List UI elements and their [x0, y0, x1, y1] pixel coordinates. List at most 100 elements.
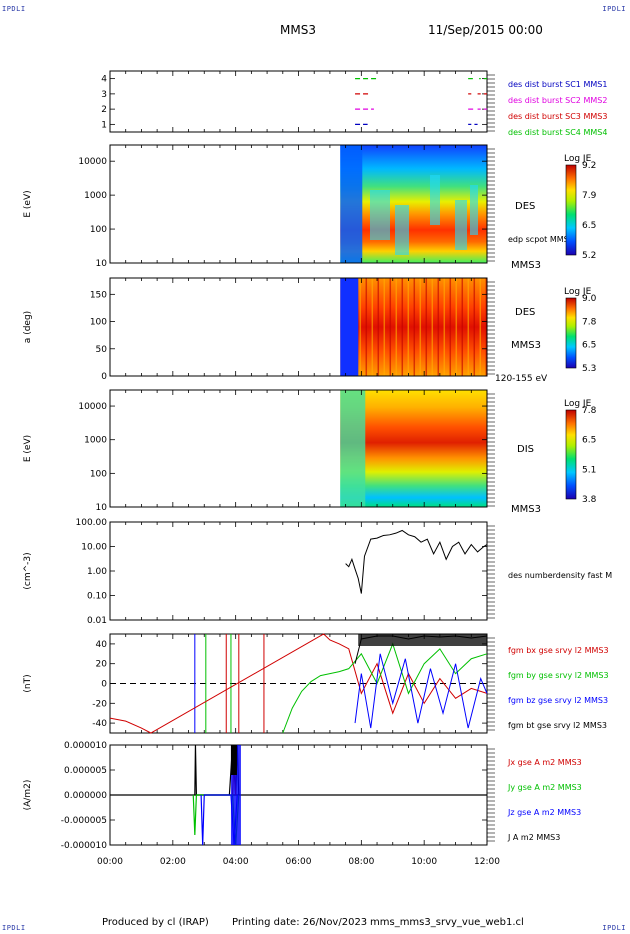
colorbar-tick-label: 9.0	[582, 294, 597, 304]
side-label-bottom: MMS3	[511, 340, 541, 351]
y-tick-label: -0.000010	[61, 841, 107, 851]
y-tick-label: 50	[96, 345, 108, 355]
y-axis-label: (cm^-3)	[23, 552, 33, 589]
y-tick-label: 0.10	[87, 592, 107, 602]
y-tick-label: 10	[96, 259, 108, 269]
x-tick-label: 12:00	[474, 857, 500, 867]
pa-spectrogram-edge	[340, 278, 359, 376]
y-tick-label: 0	[101, 680, 107, 690]
colorbar-tick-label: 7.8	[582, 406, 597, 416]
des-spectrogram-band	[395, 205, 409, 255]
y-tick-label: 100.00	[76, 518, 108, 528]
side-label: DIS	[517, 444, 534, 455]
y-tick-label: 40	[96, 640, 108, 650]
field-line	[282, 642, 488, 734]
y-tick-label: 10.00	[81, 543, 107, 553]
y-tick-label: 1000	[84, 191, 107, 201]
colorbar-tick-label: 6.5	[582, 221, 596, 231]
field-line	[109, 633, 488, 734]
current-burst-block	[230, 745, 241, 845]
legend-entry: fgm by gse srvy l2 MMS3	[508, 671, 609, 680]
dis-spectrogram-edge	[340, 390, 366, 507]
panel-5-frame	[109, 521, 488, 621]
y-tick-label: 4	[101, 75, 107, 85]
colorbar-title: Log JE	[564, 154, 592, 164]
brand-mark-top-right: IPDLI	[602, 5, 626, 13]
y-tick-label: 1	[101, 120, 107, 130]
legend-entry: des dist burst SC1 MMS1	[508, 80, 607, 89]
y-axis-label: E (eV)	[23, 435, 33, 462]
legend-entry: fgm bx gse srvy l2 MMS3	[508, 646, 609, 655]
legend-entry: Jz gse A m2 MMS3	[507, 808, 581, 817]
colorbar-tick-label: 3.8	[582, 495, 597, 505]
des-spectrogram-band	[455, 200, 467, 250]
y-tick-label: 3	[101, 90, 107, 100]
field-dense-block	[358, 634, 487, 646]
colorbar-tick-label: 6.5	[582, 341, 596, 351]
plot-date: 11/Sep/2015 00:00	[428, 23, 543, 37]
y-tick-label: 0.000000	[64, 791, 107, 801]
des-spectrogram-band	[370, 190, 390, 240]
x-tick-label: 06:00	[286, 857, 312, 867]
y-tick-label: 150	[90, 290, 107, 300]
legend-entry: des numberdensity fast M	[508, 571, 612, 580]
colorbar-tick-label: 7.8	[582, 317, 597, 327]
colorbar-title: Log JE	[564, 399, 592, 409]
colorbar-3	[565, 297, 577, 369]
y-tick-label: -20	[92, 699, 107, 709]
colorbar-tick-label: 6.5	[582, 436, 596, 446]
x-tick-label: 04:00	[223, 857, 249, 867]
y-tick-label: 0.01	[87, 616, 107, 626]
y-tick-label: 100	[90, 469, 107, 479]
field-line	[354, 653, 488, 729]
spacecraft-title: MMS3	[280, 23, 316, 37]
legend-entry: des dist burst SC2 MMS2	[508, 96, 607, 105]
side-label: DES	[515, 307, 535, 318]
footer-printing-date: Printing date: 26/Nov/2023	[232, 917, 368, 928]
brand-mark-top-left: IPDLI	[2, 5, 26, 13]
side-label-bottom: MMS3	[511, 260, 541, 271]
footer-produced-by: Produced by cl (IRAP)	[102, 917, 209, 928]
y-tick-label: 0.000005	[64, 766, 107, 776]
y-tick-label: -40	[92, 719, 107, 729]
colorbar-title: Log JE	[564, 287, 592, 297]
y-axis-label: a (deg)	[23, 311, 33, 343]
current-burst-block	[230, 745, 237, 775]
brand-mark-bottom-left: IPDLI	[2, 924, 26, 932]
legend-entry: Jy gse A m2 MMS3	[507, 783, 582, 792]
y-tick-label: 1000	[84, 436, 107, 446]
y-tick-label: 2	[101, 105, 107, 115]
y-axis-label: E (eV)	[23, 190, 33, 217]
x-tick-label: 00:00	[97, 857, 123, 867]
side-label-extra: edp scpot MMS3	[508, 235, 574, 244]
side-label: DES	[515, 201, 535, 212]
y-tick-label: 100	[90, 225, 107, 235]
legend-entry: J A m2 MMS3	[507, 833, 560, 842]
brand-mark-bottom-right: IPDLI	[602, 924, 626, 932]
energy-range-label: 120-155 eV	[495, 374, 548, 384]
legend-entry: des dist burst SC4 MMS4	[508, 128, 607, 137]
colorbar-2	[565, 164, 577, 256]
y-tick-label: 0	[101, 372, 107, 382]
y-tick-label: 0.000010	[64, 741, 107, 751]
x-tick-label: 02:00	[160, 857, 186, 867]
x-tick-label: 10:00	[411, 857, 437, 867]
y-axis-label: (nT)	[23, 674, 33, 692]
legend-entry: Jx gse A m2 MMS3	[507, 758, 582, 767]
y-tick-label: 10000	[78, 402, 107, 412]
y-tick-label: 20	[96, 660, 108, 670]
x-tick-label: 08:00	[348, 857, 374, 867]
legend-entry: des dist burst SC3 MMS3	[508, 112, 607, 121]
legend-entry: fgm bt gse srvy l2 MMS3	[508, 721, 607, 730]
colorbar-tick-label: 9.2	[582, 161, 596, 171]
y-tick-label: 10	[96, 503, 108, 513]
side-label-bottom: MMS3	[511, 504, 541, 515]
colorbar-4	[565, 409, 577, 500]
colorbar-tick-label: 5.1	[582, 465, 596, 475]
colorbar-tick-label: 5.3	[582, 364, 596, 374]
density-line	[345, 529, 488, 594]
y-tick-label: 10000	[78, 157, 107, 167]
y-axis-label: (A/m2)	[23, 780, 33, 811]
footer-filename: mms_mms3_srvy_vue_web1.cl	[370, 917, 524, 928]
